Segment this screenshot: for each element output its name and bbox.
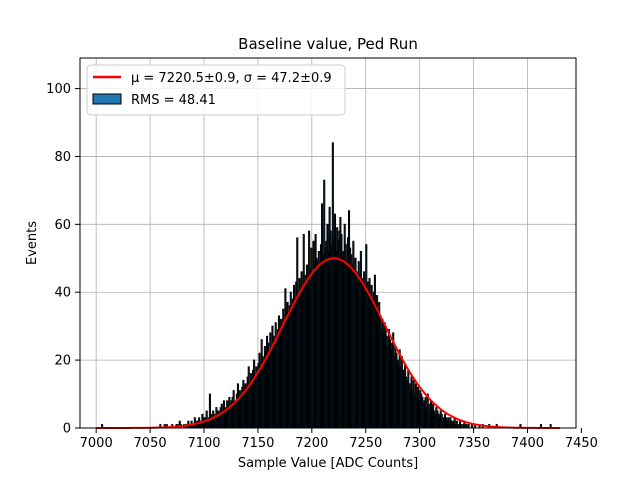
x-tick-label: 7300: [403, 436, 436, 451]
x-axis-label: Sample Value [ADC Counts]: [238, 456, 418, 471]
histogram-bar: [460, 424, 463, 429]
x-tick-label: 7150: [241, 436, 274, 451]
histogram-bar: [470, 424, 473, 429]
x-axis-ticks: 7000 7050 7100 7150 7200 7250 7300 7350 7400 7450: [80, 428, 598, 451]
legend-box: [86, 64, 346, 116]
chart-title: Baseline value, Ped Run: [238, 35, 418, 53]
y-tick-label: 60: [54, 218, 71, 233]
gaussian-fit-line: [96, 257, 560, 429]
y-tick-label: 0: [63, 422, 71, 437]
legend-histogram-label: RMS = 48.41: [131, 93, 216, 108]
histogram-bar: [456, 424, 459, 429]
x-tick-label: 7350: [457, 436, 490, 451]
x-tick-label: 7250: [349, 436, 382, 451]
x-tick-label: 7050: [134, 436, 167, 451]
plot-area: [79, 57, 577, 429]
x-tick-label: 7450: [565, 436, 598, 451]
y-axis-label: Events: [25, 221, 40, 265]
x-tick-label: 7200: [295, 436, 328, 451]
x-tick-label: 7400: [511, 436, 544, 451]
y-tick-label: 20: [54, 354, 71, 369]
y-tick-label: 40: [54, 286, 71, 301]
legend-histogram-swatch: [92, 93, 122, 105]
plot-frame: [79, 57, 577, 429]
histogram-bars: [101, 142, 552, 429]
x-tick-label: 7000: [80, 436, 113, 451]
y-tick-label: 80: [54, 150, 71, 165]
histogram-bar: [467, 424, 470, 429]
x-tick-label: 7100: [187, 436, 220, 451]
histogram-bar: [465, 424, 468, 429]
y-axis-ticks: 0 20 40 60 80 100: [46, 82, 80, 437]
y-tick-label: 100: [46, 82, 71, 97]
legend-fit-label: μ = 7220.5±0.9, σ = 47.2±0.9: [131, 71, 332, 86]
legend: μ = 7220.5±0.9, σ = 47.2±0.9 RMS = 48.41: [86, 64, 346, 116]
